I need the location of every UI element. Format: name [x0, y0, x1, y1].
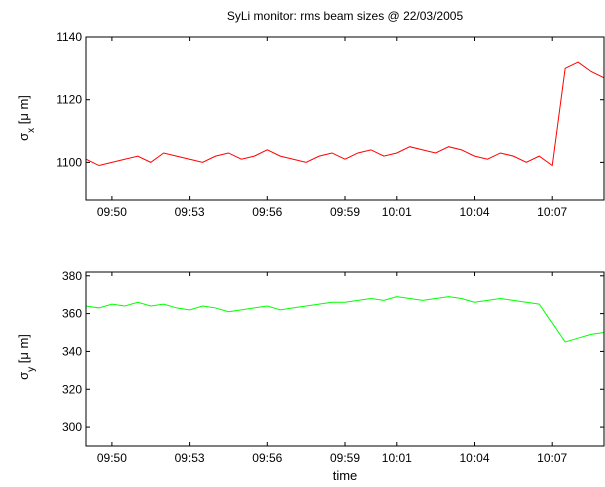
sigma-x-x-tick-label-6: 10:07	[537, 205, 567, 219]
sigma-y-y-tick-label-3: 360	[62, 307, 82, 321]
sigma-x-x-tick-label-0: 09:50	[97, 205, 127, 219]
sigma-y-ylabel: σy [μ m]	[16, 334, 37, 380]
sigma-y-y-tick-label-1: 320	[62, 382, 82, 396]
sigma-y-axes-frame	[85, 271, 605, 447]
sigma-y-x-tick-label-5: 10:04	[459, 451, 489, 465]
sigma-y-x-tick-label-2: 09:56	[252, 451, 282, 465]
sigma-x-y-tick-label-1: 1120	[56, 93, 82, 107]
sigma-y-y-tick-label-4: 380	[62, 269, 82, 283]
sigma-x-x-tick-label-5: 10:04	[459, 205, 489, 219]
sigma-x-x-ticks: 09:50 09:53 09:56 09:59 10:01 10:04 10:07	[97, 37, 568, 219]
sigma-y-x-tick-label-3: 09:59	[330, 451, 360, 465]
sigma-x-x-tick-label-3: 09:59	[330, 205, 360, 219]
sigma-x-x-tick-label-1: 09:53	[175, 205, 205, 219]
sigma-y-series-line-0	[86, 296, 604, 343]
sigma-x-y-tick-label-0: 1100	[56, 155, 82, 169]
sigma-x-x-tick-label-2: 09:56	[252, 205, 282, 219]
sigma-y-x-tick-label-6: 10:07	[537, 451, 567, 465]
sigma-x-y-ticks: 1100 1120 1140	[56, 30, 604, 169]
sigma-y-x-tick-label-1: 09:53	[175, 451, 205, 465]
sigma-x-plot-area	[86, 61, 604, 167]
sigma-y-x-tick-label-4: 10:01	[382, 451, 412, 465]
sigma-y-y-ticks: 300 320 340 360 380	[62, 269, 604, 434]
sigma-y-y-tick-label-0: 300	[62, 420, 82, 434]
sigma-x-panel: 09:50 09:53 09:56 09:59 10:01 10:04 10:07 1100…	[16, 30, 605, 219]
chart-title: SyLi monitor: rms beam sizes @ 22/03/200…	[227, 9, 464, 23]
sigma-y-x-ticks: 09:50 09:53 09:56 09:59 10:01 10:04 10:07	[97, 272, 568, 465]
sigma-y-plot-area	[86, 296, 604, 343]
sigma-y-x-tick-label-0: 09:50	[97, 451, 127, 465]
sigma-x-ylabel: σx [μ m]	[16, 95, 37, 141]
sigma-y-panel: 09:50 09:53 09:56 09:59 10:01 10:04 10:07 3003…	[16, 269, 605, 483]
time-xlabel: time	[333, 468, 358, 483]
sigma-x-x-tick-label-4: 10:01	[382, 205, 412, 219]
sigma-x-axes-frame	[85, 36, 605, 201]
sigma-x-y-tick-label-2: 1140	[56, 30, 82, 44]
sigma-y-y-tick-label-2: 340	[62, 344, 82, 358]
sigma-x-series-line-0	[86, 61, 604, 167]
